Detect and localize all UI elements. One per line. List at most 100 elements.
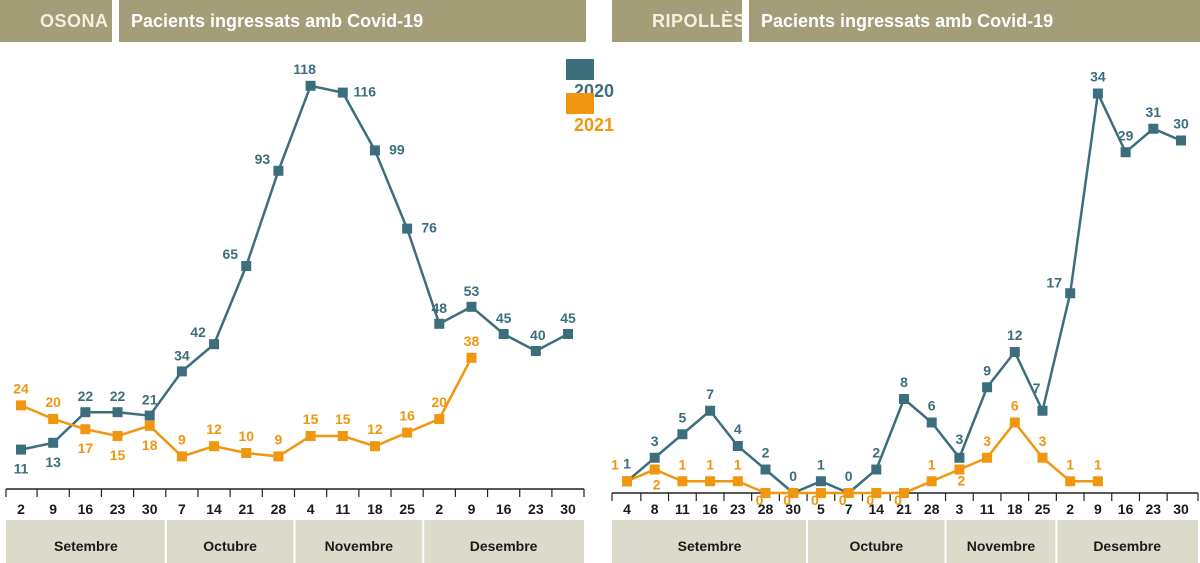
x-tick-label: 2 bbox=[435, 501, 443, 517]
month-band bbox=[612, 520, 1198, 563]
data-point-2020 bbox=[273, 165, 284, 176]
x-tick-label: 5 bbox=[817, 501, 825, 517]
data-point-2021 bbox=[1092, 476, 1103, 487]
data-label-2020: 9 bbox=[983, 362, 991, 378]
x-tick-label: 2 bbox=[17, 501, 25, 517]
data-point-2020 bbox=[16, 444, 26, 455]
osona-chart-title: Pacients ingressats amb Covid-19 bbox=[119, 0, 586, 42]
data-label-2020: 2 bbox=[872, 445, 880, 461]
month-label: Octubre bbox=[849, 538, 903, 554]
x-tick-label: 23 bbox=[730, 501, 746, 517]
data-label-2020: 34 bbox=[174, 347, 190, 363]
data-label-2020: 34 bbox=[1090, 69, 1106, 85]
data-point-2021 bbox=[273, 451, 284, 462]
legend-2021-label: 2021 bbox=[574, 114, 615, 135]
x-tick-label: 18 bbox=[367, 501, 383, 517]
x-tick-label: 9 bbox=[49, 501, 57, 517]
ripolles-chart-title: Pacients ingressats amb Covid-19 bbox=[749, 0, 1200, 42]
data-point-2020 bbox=[732, 441, 743, 451]
data-label-2020: 8 bbox=[900, 374, 908, 390]
data-point-2020 bbox=[241, 261, 252, 271]
data-label-2020: 93 bbox=[255, 151, 271, 167]
data-point-2020 bbox=[954, 452, 965, 463]
x-tick-label: 16 bbox=[496, 501, 512, 517]
x-tick-label: 30 bbox=[560, 501, 576, 517]
x-tick-label: 4 bbox=[307, 501, 315, 517]
data-label-2020: 31 bbox=[1146, 104, 1162, 120]
data-point-2021 bbox=[241, 448, 252, 458]
data-label-2020: 3 bbox=[956, 431, 964, 447]
data-point-2021 bbox=[1009, 417, 1020, 428]
data-point-2020 bbox=[48, 437, 59, 448]
data-point-2021 bbox=[80, 424, 91, 435]
ripolles-chart: 4 8 11 16 23 28 30 5 7 14 21 28 3 11 18 25 2 9 16 23 30Setem… bbox=[611, 69, 1199, 563]
data-point-2021 bbox=[1065, 476, 1076, 487]
data-point-2021 bbox=[954, 464, 965, 475]
data-point-2020 bbox=[1009, 347, 1020, 357]
data-point-2021 bbox=[760, 488, 771, 498]
data-label-2020: 48 bbox=[432, 300, 448, 316]
data-label-2021: 15 bbox=[303, 411, 319, 427]
data-label-2021: 2 bbox=[958, 473, 966, 489]
x-tick-label: 16 bbox=[702, 501, 718, 517]
x-tick-label: 7 bbox=[178, 501, 186, 517]
data-point-2021 bbox=[209, 441, 220, 452]
data-label-2021: 38 bbox=[464, 333, 480, 349]
data-label-2021: 9 bbox=[178, 431, 186, 447]
data-label-2020: 17 bbox=[1046, 274, 1062, 290]
data-label-2020: 42 bbox=[190, 324, 206, 340]
data-point-2020 bbox=[899, 394, 909, 404]
data-point-2020 bbox=[871, 464, 882, 475]
data-point-2020 bbox=[498, 329, 509, 339]
data-label-2021: 1 bbox=[611, 456, 619, 472]
data-point-2020 bbox=[705, 405, 716, 416]
data-label-2020: 6 bbox=[928, 398, 936, 414]
data-point-2021 bbox=[369, 441, 380, 452]
data-point-2020 bbox=[80, 407, 91, 418]
header-divider bbox=[742, 0, 749, 42]
osona-region-label: OSONA bbox=[0, 0, 112, 42]
data-point-2020 bbox=[1148, 123, 1159, 134]
data-point-2020 bbox=[466, 301, 477, 312]
x-tick-label: 25 bbox=[399, 501, 415, 517]
data-point-2021 bbox=[788, 488, 799, 498]
data-point-2021 bbox=[1037, 452, 1048, 463]
x-tick-label: 2 bbox=[1066, 501, 1074, 517]
data-label-2020: 11 bbox=[14, 461, 29, 477]
data-label-2021: 1 bbox=[679, 456, 687, 472]
data-label-2021: 1 bbox=[928, 456, 936, 472]
data-label-2020: 22 bbox=[78, 388, 94, 404]
x-tick-label: 16 bbox=[78, 501, 94, 517]
data-point-2021 bbox=[434, 414, 445, 424]
data-label-2021: 0 bbox=[811, 492, 819, 508]
data-label-2020: 53 bbox=[464, 283, 480, 299]
x-tick-label: 25 bbox=[1035, 501, 1051, 517]
data-point-2021 bbox=[402, 427, 413, 438]
data-point-2021 bbox=[176, 451, 187, 462]
x-tick-label: 11 bbox=[980, 501, 995, 517]
month-label: Desembre bbox=[470, 538, 538, 554]
data-point-2020 bbox=[1065, 288, 1076, 299]
data-label-2021: 1 bbox=[706, 456, 714, 472]
osona-chart: 2 9 16 23 30 7 14 21 28 4 11 18 25 2 9 16 23 30 Setembre Oc… bbox=[5, 61, 585, 563]
legend-2021: 2021 bbox=[566, 92, 614, 136]
x-tick-label: 9 bbox=[1094, 501, 1102, 517]
data-point-2020 bbox=[402, 223, 413, 234]
ripolles-region-label: RIPOLLÈS bbox=[612, 0, 746, 42]
data-label-2021: 12 bbox=[367, 421, 383, 437]
data-label-2021: 20 bbox=[45, 394, 61, 410]
data-label-2021: 18 bbox=[142, 437, 158, 453]
data-label-2020: 4 bbox=[734, 421, 742, 437]
data-label-2020: 76 bbox=[421, 220, 437, 236]
data-point-2021 bbox=[48, 414, 59, 424]
x-tick-label: 11 bbox=[675, 501, 690, 517]
data-label-2021: 15 bbox=[110, 447, 126, 463]
month-label: Novembre bbox=[967, 538, 1036, 554]
data-point-2021 bbox=[337, 431, 348, 441]
data-label-2021: 6 bbox=[1011, 398, 1019, 414]
data-label-2021: 24 bbox=[13, 380, 29, 396]
month-label: Desembre bbox=[1093, 538, 1161, 554]
month-label: Setembre bbox=[54, 538, 118, 554]
data-label-2021: 17 bbox=[78, 440, 94, 456]
x-tick-label: 28 bbox=[924, 501, 940, 517]
